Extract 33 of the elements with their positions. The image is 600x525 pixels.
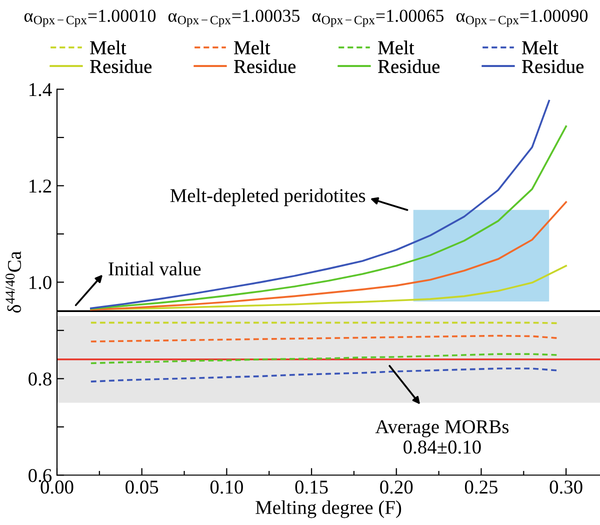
legend-label: Melt	[234, 40, 270, 54]
y-tick-label: 1.0	[30, 276, 52, 290]
line-series	[90, 125, 567, 310]
x-tick-label: 0.15	[295, 480, 328, 494]
y-tick-label: 0.6	[28, 468, 52, 482]
line-series	[90, 368, 558, 382]
y-tick-label: 0.8	[28, 372, 52, 386]
text: α$_{Opx−Cpx}$=1.00010	[24, 10, 156, 27]
annotation: Melt-depleted peridotites	[170, 188, 366, 206]
x-tick-label: 0.00	[40, 480, 74, 494]
line-series	[90, 100, 550, 310]
text: α$_{Opx−Cpx}$=1.00090	[456, 10, 588, 27]
legend-label: Melt	[90, 40, 126, 54]
legend-label: Residue	[234, 59, 296, 74]
legend-label: Residue	[90, 59, 152, 74]
y-tick-label: 1.4	[30, 83, 52, 96]
x-tick-label: 0.20	[380, 480, 413, 494]
line-series	[90, 353, 558, 364]
text: α$_{Opx−Cpx}$=1.00035	[168, 10, 300, 27]
y-tick-label: 1.2	[30, 180, 52, 193]
legend-label: Melt	[378, 40, 414, 54]
y-axis-title: δ$^{44/40}$Ca	[6, 251, 22, 313]
x-axis-title: Melting degree (F)	[256, 500, 402, 518]
legend-label: Residue	[522, 59, 584, 74]
legend-label: Melt	[522, 40, 558, 54]
annotation: Initial value	[108, 262, 201, 276]
x-tick-label: 0.10	[210, 480, 243, 494]
x-tick-label: 0.05	[126, 480, 158, 494]
annotation: Average MORBs 0.84±0.10	[375, 420, 509, 454]
legend-label: Residue	[378, 59, 440, 74]
x-tick-label: 0.25	[464, 480, 498, 494]
x-tick-label: 0.30	[550, 480, 582, 494]
text: α$_{Opx−Cpx}$=1.00065	[312, 10, 444, 27]
